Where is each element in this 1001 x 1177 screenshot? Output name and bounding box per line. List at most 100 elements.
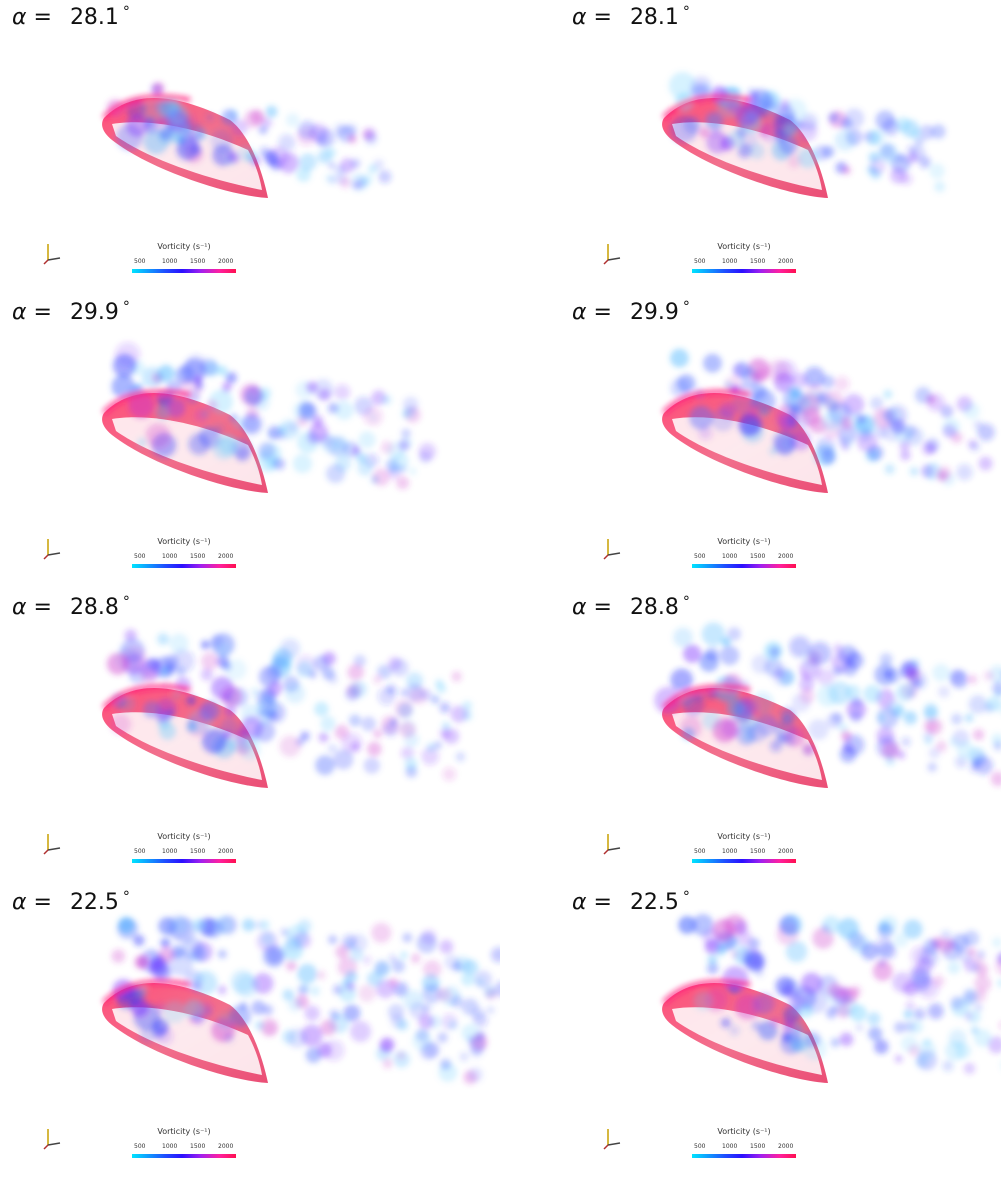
colorbar-gradient [132,1154,236,1158]
degree-symbol: ° [683,4,690,20]
orientation-axes-icon [40,1123,70,1153]
colorbar-gradient [132,859,236,863]
alpha-value: 28.1 [70,5,119,30]
degree-symbol: ° [123,594,130,610]
colorbar-gradient [692,269,796,273]
vortex-cloud [104,629,473,781]
colorbar-gradient [132,564,236,568]
vorticity-render [0,885,500,1177]
colorbar-tick-label: 1500 [190,553,205,560]
degree-symbol: ° [123,889,130,905]
orientation-axes-icon [600,828,630,858]
colorbar-title: Vorticity (s⁻¹) [128,832,240,841]
angle-of-attack-label: α = 28.1° [12,4,130,30]
colorbar-tick-label: 1500 [750,848,765,855]
colorbar-tick-label: 1000 [722,258,737,265]
colorbar-tick-label: 2000 [778,848,793,855]
colorbar-tick-label: 1500 [750,258,765,265]
angle-of-attack-label: α = 29.9° [572,299,690,325]
colorbar-gradient [692,1154,796,1158]
angle-of-attack-label: α =22.5° [12,889,130,915]
colorbar-tick-label: 2000 [218,1143,233,1150]
alpha-value: 29.9 [70,300,119,325]
colorbar-tick-label: 500 [134,1143,145,1150]
alpha-symbol: α = [572,595,612,620]
alpha-value: 22.5 [630,890,679,915]
colorbar-tick-label: 500 [694,258,705,265]
degree-symbol: ° [683,889,690,905]
colorbar-tick-label: 2000 [218,848,233,855]
degree-symbol: ° [123,4,130,20]
colorbar-title: Vorticity (s⁻¹) [128,1127,240,1136]
colorbar-tick-label: 1500 [190,1143,205,1150]
colorbar-gradient [132,269,236,273]
orientation-axes-icon [600,238,630,268]
orientation-axes-icon [40,533,70,563]
colorbar-title: Vorticity (s⁻¹) [128,537,240,546]
alpha-value: 28.8 [70,595,119,620]
angle-of-attack-label: α =29.9° [12,299,130,325]
alpha-symbol: α = [572,300,612,325]
colorbar-tick-label: 1500 [190,258,205,265]
alpha-symbol: α = [572,5,612,30]
degree-symbol: ° [683,299,690,315]
alpha-symbol: α = [572,890,612,915]
vorticity-panel: α = 28.1° Vorticity (s⁻¹) 500 1000 1500 2000 [560,0,1001,292]
colorbar-title: Vorticity (s⁻¹) [688,242,800,251]
colorbar-tick-label: 2000 [218,258,233,265]
colorbar-tick-label: 500 [134,258,145,265]
vorticity-render [0,295,500,587]
colorbar-tick-label: 1000 [162,848,177,855]
colorbar: Vorticity (s⁻¹) 500 1000 1500 2000 [688,242,800,282]
orientation-axes-icon [600,533,630,563]
colorbar-tick-label: 1500 [750,1143,765,1150]
colorbar-tick-label: 500 [134,553,145,560]
angle-of-attack-label: α = 22.5° [572,889,690,915]
orientation-axes-icon [40,828,70,858]
colorbar-tick-label: 1500 [190,848,205,855]
colorbar-tick-label: 2000 [778,1143,793,1150]
colorbar-tick-label: 1000 [722,848,737,855]
alpha-symbol: α = [12,300,52,325]
colorbar-gradient [692,564,796,568]
alpha-symbol: α = [12,595,52,620]
colorbar-title: Vorticity (s⁻¹) [688,1127,800,1136]
angle-of-attack-label: α = 28.8° [572,594,690,620]
colorbar-tick-label: 500 [694,553,705,560]
colorbar-title: Vorticity (s⁻¹) [688,537,800,546]
alpha-value: 28.1 [630,5,679,30]
colorbar-title: Vorticity (s⁻¹) [688,832,800,841]
colorbar-gradient [692,859,796,863]
colorbar-ticks: 500 1000 1500 2000 [688,258,800,268]
colorbar-tick-label: 1000 [722,1143,737,1150]
colorbar-tick-label: 2000 [778,258,793,265]
alpha-symbol: α = [12,890,52,915]
alpha-value: 28.8 [630,595,679,620]
colorbar-tick-label: 1500 [750,553,765,560]
orientation-axes-icon [40,238,70,268]
alpha-value: 29.9 [630,300,679,325]
colorbar-tick-label: 1000 [722,553,737,560]
degree-symbol: ° [683,594,690,610]
alpha-symbol: α = [12,5,52,30]
